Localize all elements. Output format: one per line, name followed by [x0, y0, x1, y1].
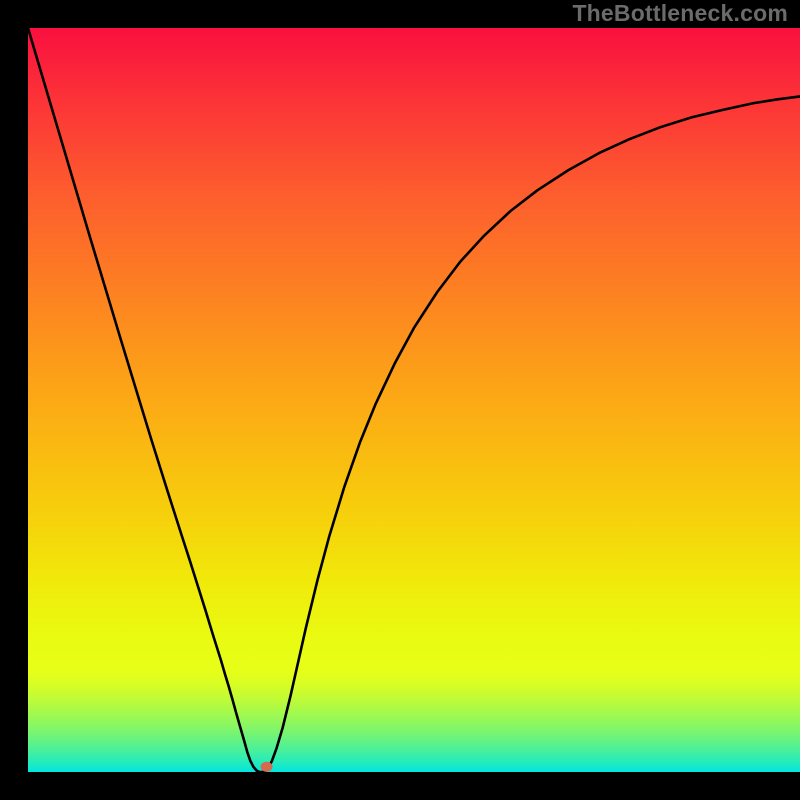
plot-svg — [28, 28, 800, 772]
plot-area — [28, 28, 800, 772]
watermark-text: TheBottleneck.com — [572, 0, 788, 27]
chart-container: TheBottleneck.com — [0, 0, 800, 800]
gradient-background — [28, 28, 800, 772]
min-marker — [261, 762, 273, 772]
